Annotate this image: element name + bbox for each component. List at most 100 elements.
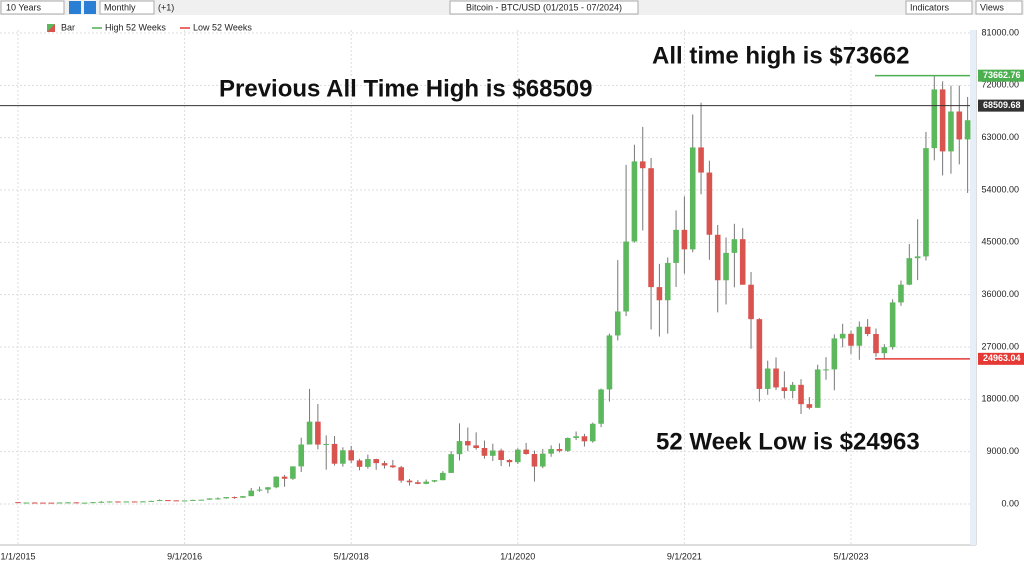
- candle-body: [523, 449, 529, 454]
- candle-body: [90, 502, 96, 504]
- candle-body: [406, 480, 413, 483]
- y-tick-label: 63000.00: [981, 132, 1019, 142]
- candle-body: [964, 120, 971, 140]
- zoom-in[interactable]: [69, 1, 81, 14]
- candle-body: [223, 497, 230, 499]
- candle-body: [731, 239, 738, 253]
- candle-body: [465, 441, 471, 446]
- candle-body: [931, 89, 938, 149]
- price-tag-label: 73662.76: [983, 70, 1021, 80]
- candle-body: [31, 502, 38, 504]
- price-tag-label: 24963.04: [983, 353, 1021, 363]
- candle-body: [606, 335, 613, 390]
- candle-body: [256, 489, 263, 491]
- candle-body: [65, 502, 71, 504]
- candle-body: [23, 502, 30, 504]
- candle-body: [398, 467, 404, 481]
- y-tick-label: 72000.00: [981, 80, 1019, 90]
- candle-body: [473, 445, 479, 449]
- candle-body: [40, 502, 46, 504]
- candle-body: [365, 459, 371, 467]
- candle-body: [448, 454, 454, 473]
- scroll-strip: [970, 30, 976, 545]
- candle-body: [498, 450, 504, 460]
- candle-body: [956, 111, 963, 140]
- y-tick-label: 9000.00: [986, 446, 1019, 456]
- candle-body: [698, 147, 704, 173]
- candle-body: [115, 501, 121, 503]
- candle-body: [56, 502, 63, 504]
- range-select[interactable]: [0, 0, 65, 15]
- candle-body: [889, 302, 896, 348]
- candle-body: [148, 500, 155, 502]
- y-tick-label: 27000.00: [981, 341, 1019, 351]
- candle-body: [789, 384, 796, 392]
- candle-body: [73, 502, 80, 504]
- legend-swatch: [47, 24, 55, 32]
- candle-body: [206, 498, 213, 500]
- annotation: 52 Week Low is $24963: [656, 428, 920, 455]
- candle-body: [823, 369, 829, 371]
- views-label: Views: [980, 2, 1004, 12]
- candle-body: [756, 319, 763, 389]
- symbol-box[interactable]: [449, 0, 639, 15]
- y-tick-label: 81000.00: [981, 27, 1019, 37]
- candle-body: [864, 326, 871, 335]
- price-tag-label: 68509.68: [983, 100, 1021, 110]
- candle-body: [98, 501, 105, 503]
- candle-body: [781, 387, 788, 392]
- candle-body: [539, 453, 546, 467]
- candle-body: [773, 368, 779, 388]
- symbol: Bitcoin - BTC/USD (01/2015 - 07/2024): [466, 2, 622, 12]
- y-tick-label: 18000.00: [981, 394, 1019, 404]
- candle-body: [806, 404, 813, 408]
- candle-body: [639, 161, 646, 169]
- candle-body: [281, 476, 288, 479]
- candle-body: [664, 262, 671, 301]
- candle-body: [198, 499, 205, 501]
- candle-body: [906, 258, 913, 285]
- candle-body: [306, 421, 313, 445]
- candle-body: [581, 436, 588, 442]
- candle-body: [515, 449, 521, 463]
- views-button[interactable]: [975, 0, 1023, 15]
- legend-label: Bar: [61, 22, 75, 32]
- candle-body: [390, 465, 396, 468]
- candle-body: [898, 284, 904, 303]
- candle-body: [923, 148, 929, 257]
- candle-body: [856, 326, 863, 346]
- candle-body: [798, 384, 804, 405]
- legend-label: Low 52 Weeks: [193, 22, 252, 32]
- y-tick-label: 54000.00: [981, 184, 1019, 194]
- legend-label: High 52 Weeks: [105, 22, 166, 32]
- candle-body: [573, 436, 579, 439]
- candle-body: [48, 502, 55, 504]
- candle-body: [656, 287, 663, 301]
- candle-body: [723, 252, 729, 281]
- indicators-button[interactable]: [905, 0, 973, 15]
- candle-body: [456, 441, 463, 455]
- candle-body: [106, 501, 113, 503]
- candle-body: [273, 476, 280, 488]
- candle-body: [381, 463, 388, 466]
- candle-body: [15, 502, 21, 504]
- candle-body: [140, 501, 146, 503]
- price-tag: [978, 99, 1024, 112]
- interval-select[interactable]: [99, 0, 155, 15]
- candle-body: [673, 229, 679, 263]
- candle-body: [481, 448, 488, 456]
- candle-body: [181, 500, 188, 502]
- candle-body: [423, 481, 429, 484]
- candle-body: [81, 502, 88, 504]
- annotation: All time high is $73662: [652, 42, 909, 69]
- y-tick-label: 36000.00: [981, 289, 1019, 299]
- candle-body: [831, 338, 838, 370]
- zoom-out[interactable]: [84, 1, 96, 14]
- x-tick-label: 1/1/2020: [500, 551, 535, 561]
- candle-body: [689, 147, 696, 250]
- candle-body: [873, 334, 879, 354]
- candle-body: [839, 333, 846, 339]
- candle-body: [739, 239, 746, 285]
- candle-body: [564, 438, 571, 451]
